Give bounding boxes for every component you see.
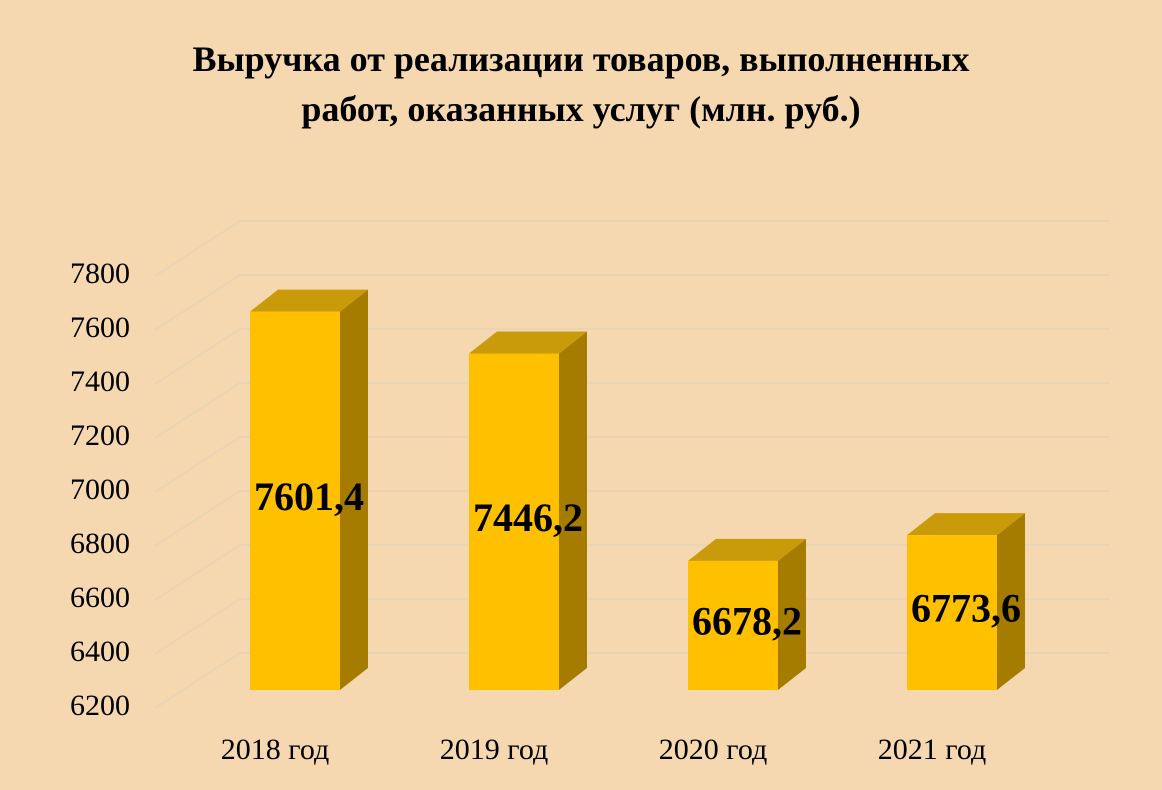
grid-line [154,544,1110,601]
y-tick-label: 6800 [70,527,130,560]
bar [469,353,559,690]
grid-line [154,652,1110,709]
grid-line [154,598,1110,655]
bar-top [250,289,368,312]
bar-side [778,538,806,690]
y-tick-label: 7000 [70,473,130,506]
grid-line [154,274,1110,331]
bar-side [997,513,1025,690]
y-tick-label: 7600 [70,311,130,344]
x-tick-label: 2020 год [659,733,767,766]
bar-top [907,513,1025,536]
y-tick-label: 6200 [70,689,130,722]
x-tick-label: 2021 год [878,733,986,766]
bar-side [559,331,587,690]
data-label: 7601,4 [254,474,364,519]
y-tick-label: 6600 [70,581,130,614]
chart-title: Выручка от реализации товаров, выполненн… [192,39,970,129]
y-tick-label: 7400 [70,365,130,398]
data-label: 6773,6 [911,586,1021,631]
grid-line [154,220,1110,277]
y-tick-label: 6400 [70,635,130,668]
bar [688,560,778,690]
bar-top [469,331,587,354]
grid-line [154,382,1110,439]
data-label: 6678,2 [692,599,802,644]
y-tick-label: 7800 [70,257,130,290]
y-tick-label: 7200 [70,419,130,452]
data-label: 7446,2 [473,495,583,540]
bar-side [340,289,368,690]
grid-line [154,490,1110,547]
x-tick-label: 2019 год [440,733,548,766]
bar [250,311,340,690]
x-tick-label: 2018 год [221,733,329,766]
bar [907,535,997,690]
grid-line [154,436,1110,493]
bar-top [688,538,806,561]
grid-line [154,328,1110,385]
